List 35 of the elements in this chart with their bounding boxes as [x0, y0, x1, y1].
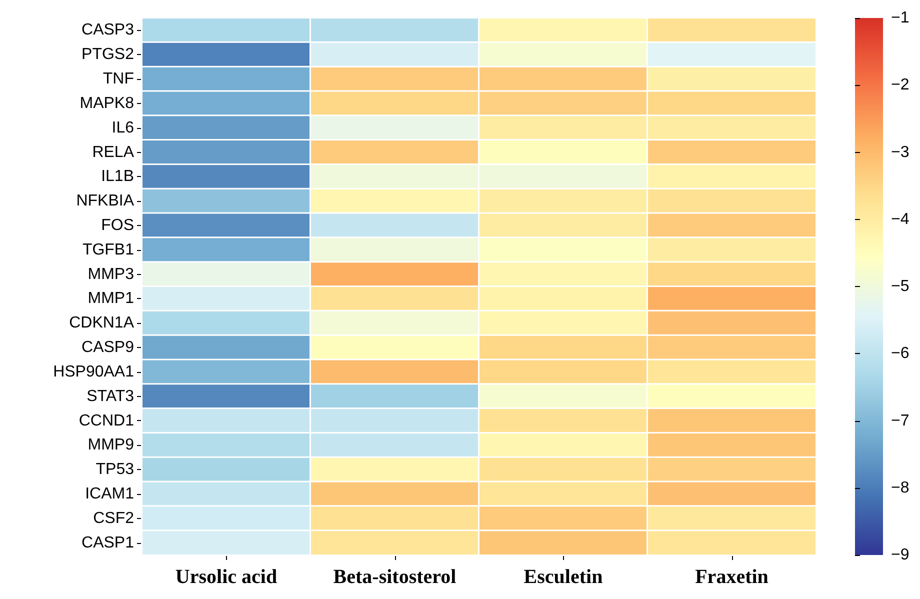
y-tick-label: MMP3: [88, 266, 134, 283]
color-bar-label: −8: [891, 479, 910, 496]
y-tick-label: NFKBIA: [76, 192, 134, 210]
color-bar-label: −7: [891, 412, 910, 430]
y-tick-label: STAT3: [86, 388, 134, 405]
x-tick-label: Esculetin: [524, 566, 603, 588]
y-tick-label: CSF2: [93, 510, 134, 527]
color-bar-label: −3: [891, 144, 910, 161]
y-tick-label: CDKN1A: [69, 314, 134, 332]
y-tick-label: CASP9: [82, 339, 134, 356]
y-tick-label: MMP9: [88, 436, 134, 454]
y-tick-label: MMP1: [88, 290, 134, 308]
y-tick-label: IL1B: [101, 168, 134, 186]
y-tick-label: CASP3: [82, 22, 134, 39]
color-bar-label: −4: [891, 210, 910, 228]
y-tick-label: ICAM1: [85, 485, 134, 502]
y-tick-label: CCND1: [78, 412, 134, 430]
color-bar-label: −2: [891, 76, 910, 94]
x-tick-label: Beta-sitosterol: [333, 566, 457, 588]
color-bar-label: −5: [891, 278, 910, 295]
y-tick-label: IL6: [112, 119, 134, 136]
y-tick-label: TNF: [102, 70, 134, 88]
color-bar-label: −1: [891, 10, 910, 26]
y-tick-label: MAPK8: [80, 94, 134, 112]
x-tick-label: Fraxetin: [695, 566, 768, 588]
y-tick-label: RELA: [92, 144, 134, 161]
y-tick-label: TP53: [96, 461, 134, 478]
y-tick-label: FOS: [101, 216, 134, 234]
y-tick-label: HSP90AA1: [53, 363, 134, 380]
y-tick-label: TGFB1: [82, 241, 134, 258]
x-tick-label: Ursolic acid: [175, 566, 278, 588]
y-tick-label: CASP1: [82, 534, 134, 552]
color-bar-label: −6: [891, 345, 910, 362]
color-bar-label: −9: [891, 546, 910, 564]
y-tick-label: PTGS2: [82, 46, 134, 64]
